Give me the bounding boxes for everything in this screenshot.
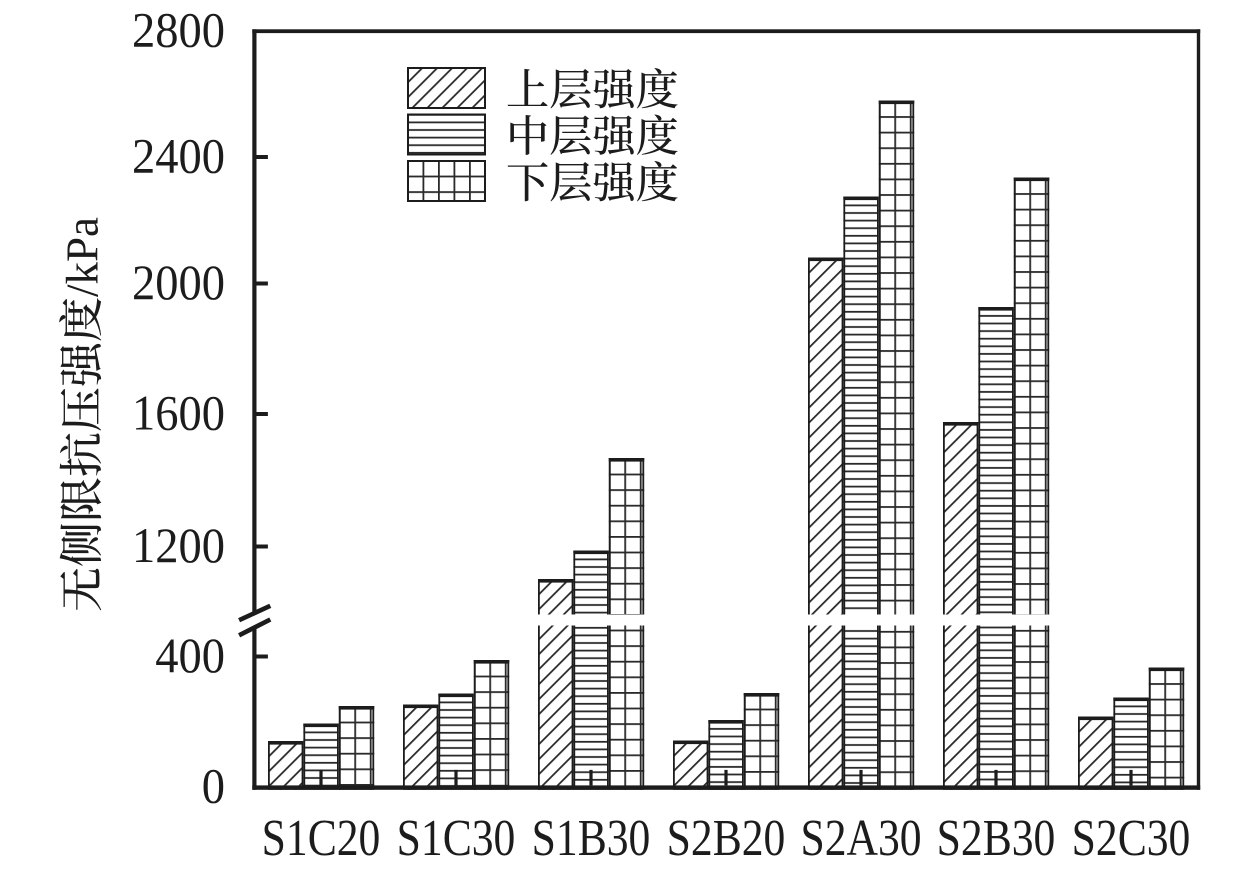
svg-text:0: 0	[202, 759, 225, 814]
svg-text:S2C30: S2C30	[1072, 811, 1191, 867]
svg-text:400: 400	[155, 629, 225, 684]
svg-text:2000: 2000	[132, 256, 225, 311]
svg-text:2800: 2800	[132, 3, 225, 58]
svg-text:S2B20: S2B20	[667, 811, 786, 867]
svg-text:S1B30: S1B30	[532, 811, 651, 867]
svg-text:/kPa: /kPa	[58, 217, 108, 297]
svg-text:S1C30: S1C30	[397, 811, 516, 867]
svg-text:2400: 2400	[132, 129, 225, 184]
svg-text:S1C20: S1C20	[262, 811, 381, 867]
svg-text:1600: 1600	[132, 386, 225, 441]
svg-text:1200: 1200	[132, 519, 225, 574]
svg-text:S2A30: S2A30	[800, 811, 921, 867]
svg-text:S2B30: S2B30	[937, 811, 1056, 867]
